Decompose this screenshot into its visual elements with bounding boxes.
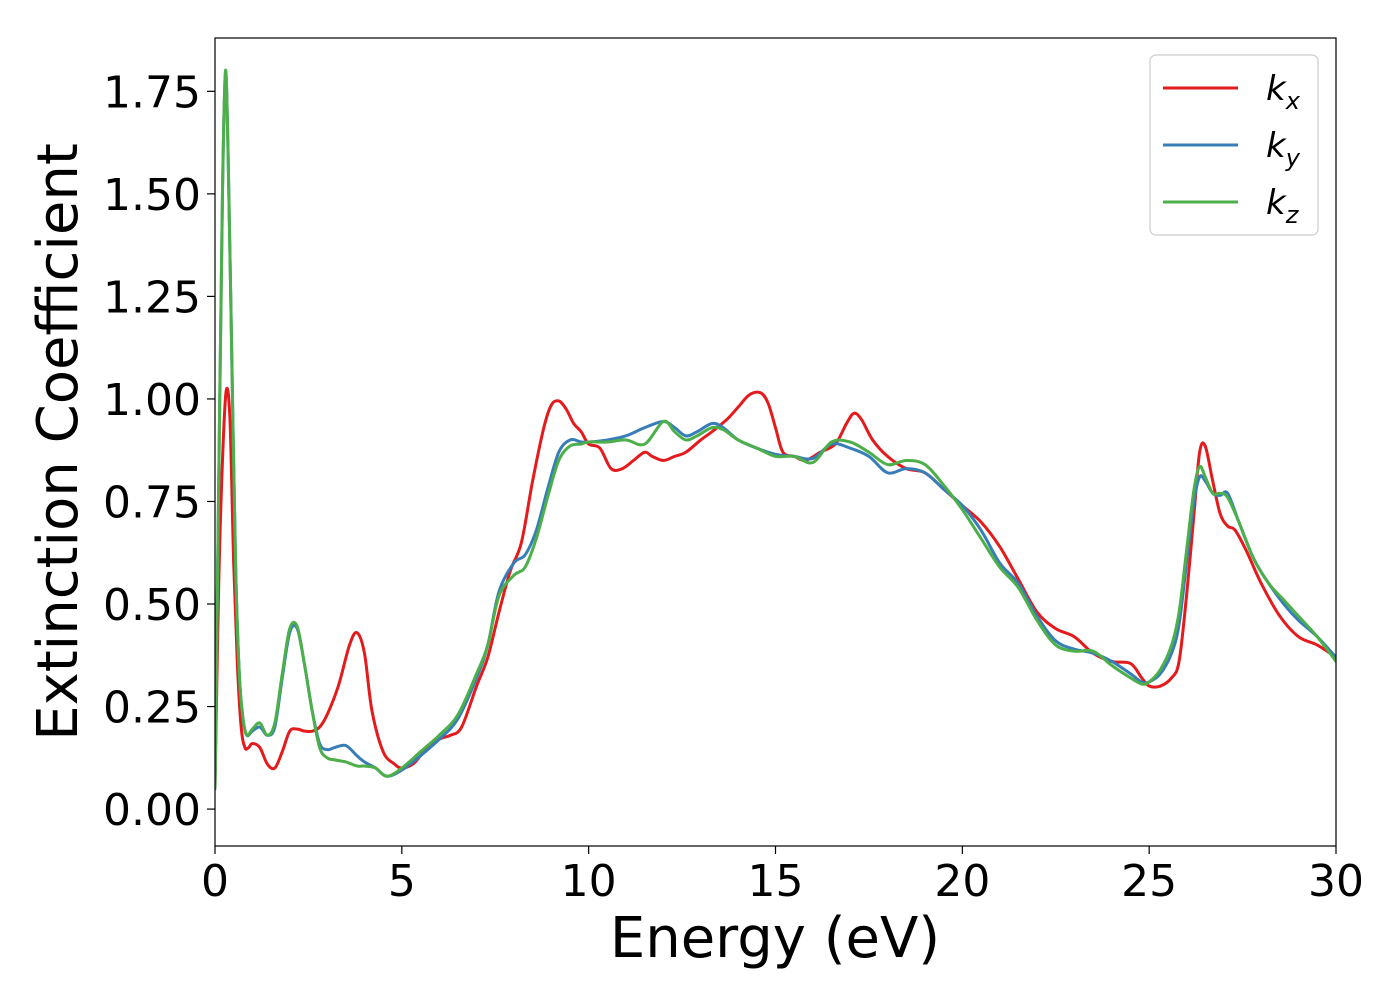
x-tick-label: 15 bbox=[748, 856, 804, 907]
x-tick-label: 5 bbox=[388, 856, 416, 907]
x-tick-label: 30 bbox=[1308, 856, 1364, 907]
x-tick-label: 25 bbox=[1121, 856, 1177, 907]
y-axis-title: Extinction Coefficient bbox=[26, 143, 91, 741]
legend-label-z: kz bbox=[1266, 183, 1300, 229]
plot-area bbox=[215, 38, 1336, 846]
y-tick-label: 1.75 bbox=[103, 67, 201, 118]
y-tick-label: 0.75 bbox=[103, 477, 201, 528]
y-axis-ticks: 0.00 0.25 0.50 0.75 1.00 1.25 1.50 1.75 bbox=[103, 67, 215, 836]
y-tick-label: 0.25 bbox=[103, 683, 201, 734]
series-layer bbox=[215, 68, 1336, 791]
x-tick-label: 10 bbox=[561, 856, 617, 907]
legend: kx ky kz bbox=[1149, 54, 1319, 236]
y-tick-label: 1.50 bbox=[103, 170, 201, 221]
legend-label-y: ky bbox=[1266, 126, 1301, 172]
x-tick-label: 20 bbox=[934, 856, 990, 907]
y-tick-label: 1.25 bbox=[103, 272, 201, 323]
y-tick-label: 0.50 bbox=[103, 580, 201, 631]
x-axis-ticks: 0 5 10 15 20 25 30 bbox=[201, 846, 1364, 907]
y-tick-label: 1.00 bbox=[103, 375, 201, 426]
x-tick-label: 0 bbox=[201, 856, 229, 907]
series-line-z bbox=[215, 68, 1336, 791]
x-axis-title: Energy (eV) bbox=[610, 906, 940, 971]
legend-label-x: kx bbox=[1266, 69, 1301, 115]
y-tick-label: 0.00 bbox=[103, 785, 201, 836]
